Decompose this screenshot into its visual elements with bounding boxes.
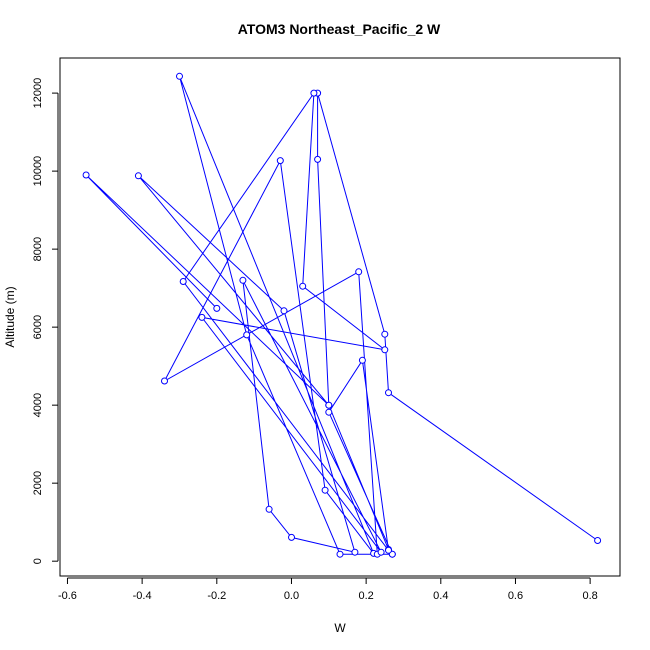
data-point [276, 157, 284, 165]
data-point [239, 276, 247, 284]
data-point [358, 356, 366, 364]
y-tick-label: 0 [32, 558, 44, 564]
data-point [134, 172, 142, 180]
x-tick-label: 0.6 [508, 590, 523, 602]
x-tick-label: 0.2 [358, 590, 373, 602]
data-point [243, 331, 251, 339]
data-point [82, 171, 90, 179]
x-tick-label: -0.6 [58, 590, 77, 602]
y-tick-label: 10000 [32, 156, 44, 187]
x-tick-label: 0.0 [284, 590, 299, 602]
data-point [310, 89, 318, 97]
x-tick-label: 0.4 [433, 590, 448, 602]
y-tick-label: 8000 [32, 237, 44, 261]
series-line [85, 76, 598, 555]
data-point [265, 505, 273, 513]
data-point [288, 533, 295, 541]
y-tick-label: 12000 [32, 78, 44, 109]
data-point [314, 155, 322, 163]
series-layer [82, 72, 602, 558]
data-point [299, 282, 307, 290]
data-point [325, 408, 333, 416]
x-tick-label: -0.2 [207, 590, 226, 602]
data-point [381, 330, 389, 338]
data-point [213, 304, 221, 312]
y-axis-label: Altitude (m) [3, 286, 17, 347]
x-tick-label: 0.8 [582, 590, 597, 602]
x-tick-label: -0.4 [133, 590, 152, 602]
data-point [355, 268, 363, 276]
data-point [161, 377, 168, 385]
data-point [385, 389, 392, 397]
y-axis: 0 2000 4000 6000 8000 10000 12000 [32, 78, 59, 564]
y-tick-label: 2000 [32, 471, 44, 495]
data-point [385, 546, 392, 554]
y-tick-label: 4000 [32, 393, 44, 417]
data-point [351, 548, 359, 556]
data-point [280, 307, 288, 315]
x-axis-label: W [334, 621, 346, 635]
data-point [179, 278, 187, 285]
y-tick-label: 6000 [32, 315, 44, 339]
data-point [377, 548, 385, 556]
data-point [176, 72, 183, 80]
chart-title: ATOM3 Northeast_Pacific_2 W [238, 21, 441, 37]
data-point [198, 313, 206, 321]
data-point [325, 401, 333, 409]
data-point [381, 346, 389, 354]
x-axis: -0.6 -0.4 -0.2 0.0 0.2 0.4 0.6 0.8 [58, 577, 598, 602]
data-point [594, 537, 602, 544]
data-point [336, 550, 344, 558]
plot-frame [59, 57, 621, 577]
data-point [321, 486, 329, 494]
